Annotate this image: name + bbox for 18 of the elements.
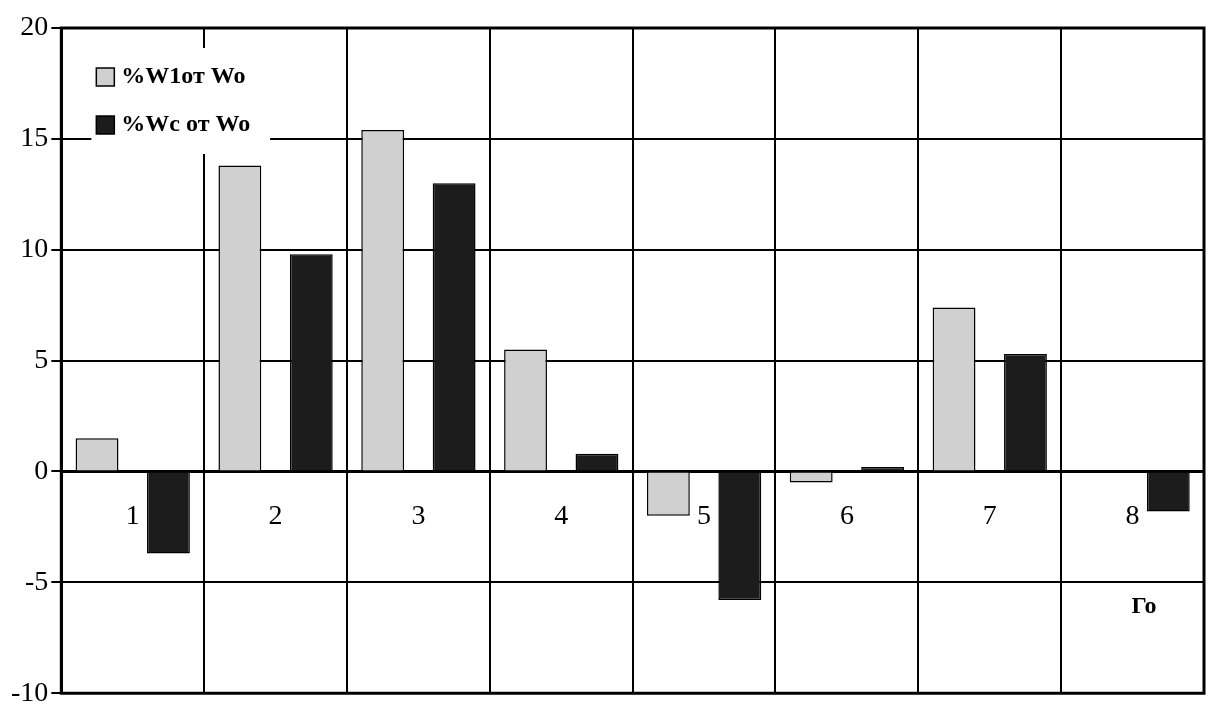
x-tick-label: 3 <box>411 498 426 530</box>
y-tick-label: -10 <box>11 675 49 707</box>
legend-label: %Wc от Wo <box>121 110 251 137</box>
y-tick-label: -5 <box>25 564 49 596</box>
y-tick-label: 20 <box>20 10 49 42</box>
x-tick-label: 4 <box>554 498 569 530</box>
x-tick-label: 1 <box>125 498 140 530</box>
x-axis-title: Го <box>1131 591 1157 618</box>
x-tick-label: 6 <box>839 498 854 530</box>
y-tick-label: 15 <box>20 121 49 153</box>
x-tick-label: 7 <box>982 498 997 530</box>
x-tick-label: 8 <box>1125 498 1140 530</box>
y-tick-label: 10 <box>20 232 49 264</box>
legend-label: %W1от Wo <box>121 62 246 89</box>
x-tick-label: 5 <box>697 498 712 530</box>
y-tick-label: 5 <box>34 342 49 374</box>
y-tick-label: 0 <box>34 453 49 485</box>
x-tick-label: 2 <box>268 498 283 530</box>
